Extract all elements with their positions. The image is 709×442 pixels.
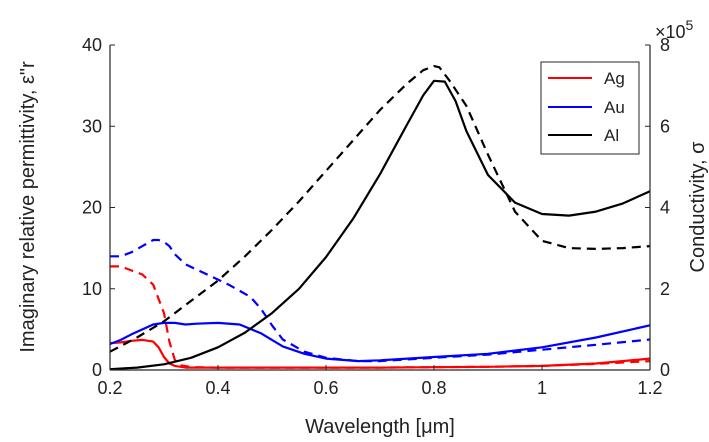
x-axis-title: Wavelength [μm] [305,416,455,438]
y-right-tick-label-2: 2 [660,279,670,299]
right-axis-multiplier-exp: 5 [686,17,694,33]
y-right-tick-label-6: 6 [660,116,670,136]
y-left-tick-label-20: 20 [82,198,102,218]
x-tick-label-1-2: 1.2 [637,378,662,398]
series-al-permittivity-line [109,79,651,371]
x-tick-label-0-4: 0.4 [205,378,230,398]
y-left-tick-label-10: 10 [82,279,102,299]
right-axis-multiplier-base: ×10 [655,22,686,42]
series-au-conductivity-line [110,238,651,363]
legend: Ag Au Al [540,61,640,155]
series-al-conductivity-line [109,65,651,353]
y-axis-right-title: Conductivity, σ [687,141,709,273]
y-right-tick-label-4: 4 [660,198,670,218]
y-axis-left-title: Imaginary relative permittivity, ε"r [17,61,39,353]
y-left-tick-label-30: 30 [82,116,102,136]
legend-ag-label: Ag [604,69,625,88]
y-left-tick-label-0: 0 [92,360,102,380]
lines-layer [109,65,651,371]
x-tick-label-0-6: 0.6 [313,378,338,398]
x-tick-label-1: 1 [537,378,547,398]
right-axis-multiplier: ×105 [655,17,694,42]
x-tick-label-0-2: 0.2 [97,378,122,398]
legend-al-label: Al [604,126,619,145]
series-ag-conductivity-line [110,265,651,369]
legend-au-label: Au [604,98,625,117]
y-left-tick-label-40: 40 [82,35,102,55]
x-tick-label-0-8: 0.8 [421,378,446,398]
y-right-tick-label-0: 0 [660,360,670,380]
y-right-tick-label-8: 8 [660,35,670,55]
